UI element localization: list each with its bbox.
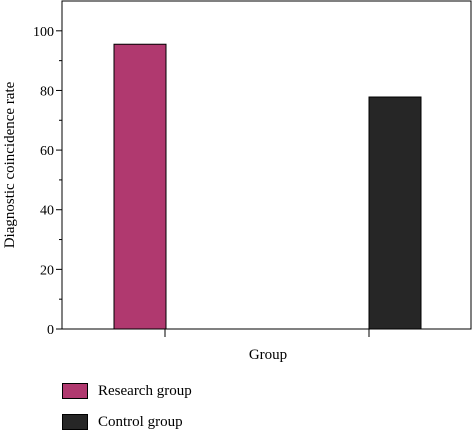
bar-chart: 0 20 40 60 80 100 Diagnostic coincidence rate… bbox=[2, 0, 472, 363]
legend-item-control: Control group bbox=[62, 413, 192, 431]
x-axis bbox=[164, 329, 370, 337]
y-tick-label: 80 bbox=[40, 84, 54, 99]
legend-swatch-research bbox=[62, 383, 88, 399]
plot-frame bbox=[61, 0, 472, 330]
y-tick-label: 60 bbox=[40, 144, 54, 159]
y-tick-label: 0 bbox=[47, 323, 54, 338]
bar-control-group bbox=[368, 96, 422, 330]
bar-research-group bbox=[113, 43, 167, 330]
y-axis: 0 20 40 60 80 100 bbox=[33, 25, 62, 338]
legend-swatch-control bbox=[62, 414, 88, 430]
legend-item-research: Research group bbox=[62, 382, 192, 400]
y-tick-label: 100 bbox=[33, 25, 54, 40]
y-axis-label: Diagnostic coincidence rate bbox=[2, 81, 18, 248]
y-tick-label: 40 bbox=[40, 204, 54, 219]
y-tick-label: 20 bbox=[40, 263, 54, 278]
x-axis-label: Group bbox=[249, 347, 287, 363]
legend-label-control: Control group bbox=[98, 414, 183, 430]
legend-label-research: Research group bbox=[98, 383, 192, 399]
bars bbox=[113, 43, 422, 330]
legend: Research group Control group bbox=[62, 382, 192, 444]
